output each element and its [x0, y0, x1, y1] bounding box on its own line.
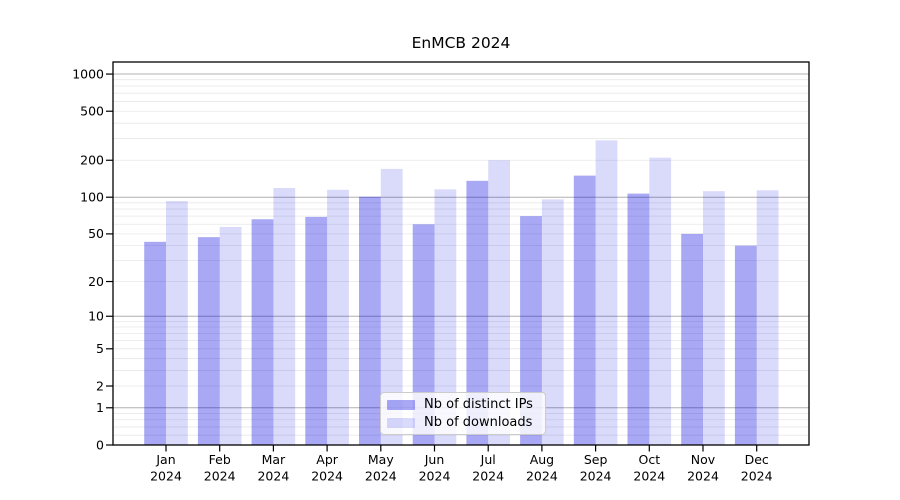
bar-dec-nb-of-downloads [756, 190, 779, 445]
x-tick-label-year: 2024 [472, 469, 504, 484]
y-tick-label: 20 [88, 274, 104, 289]
bar-may-nb-of-distinct-ips [359, 196, 381, 445]
x-tick-label-month: Jan [155, 452, 175, 467]
x-tick-label-year: 2024 [687, 469, 719, 484]
x-tick-label-month: May [368, 452, 394, 467]
legend-item-distinct-ips: Nb of distinct IPs [387, 397, 539, 413]
x-tick-label-month: Nov [691, 452, 716, 467]
x-tick-label-month: Jul [480, 452, 496, 467]
y-tick-label: 1 [96, 400, 104, 415]
bar-jul-nb-of-distinct-ips [466, 180, 489, 445]
bar-feb-nb-of-downloads [219, 226, 242, 445]
x-tick-label-month: Aug [530, 452, 554, 467]
bar-mar-nb-of-downloads [273, 187, 296, 445]
x-tick-label-year: 2024 [150, 469, 182, 484]
bar-jul-nb-of-downloads [488, 160, 510, 445]
x-tick-label-year: 2024 [257, 469, 289, 484]
y-tick-label: 1000 [72, 66, 104, 81]
x-tick-label-year: 2024 [204, 469, 236, 484]
x-tick-label-year: 2024 [311, 469, 343, 484]
legend-swatch-downloads [387, 417, 415, 428]
bar-sep-nb-of-downloads [595, 140, 618, 445]
y-tick-label: 2 [96, 378, 104, 393]
x-tick-label-month: Oct [638, 452, 660, 467]
x-tick-label-year: 2024 [526, 469, 558, 484]
y-tick-label: 10 [88, 309, 104, 324]
bar-nov-nb-of-downloads [703, 191, 725, 445]
bar-feb-nb-of-distinct-ips [197, 237, 220, 445]
legend-label-distinct-ips: Nb of distinct IPs [424, 397, 533, 412]
x-tick-label-month: Mar [262, 452, 286, 467]
x-tick-label-month: Sep [584, 452, 608, 467]
bar-sep-nb-of-distinct-ips [573, 175, 596, 446]
bar-may-nb-of-downloads [380, 168, 403, 446]
y-tick-label: 500 [80, 104, 104, 119]
y-tick-label: 0 [96, 437, 104, 452]
legend-label-downloads: Nb of downloads [424, 415, 533, 430]
bar-jan-nb-of-downloads [166, 201, 188, 445]
x-tick-label-year: 2024 [365, 469, 397, 484]
x-tick-label-year: 2024 [741, 469, 773, 484]
bar-aug-nb-of-distinct-ips [520, 216, 542, 445]
y-tick-label: 5 [96, 341, 104, 356]
y-tick-label: 200 [80, 153, 104, 168]
bar-dec-nb-of-distinct-ips [734, 245, 757, 445]
x-tick-label-year: 2024 [580, 469, 612, 484]
y-tick-label: 100 [80, 190, 104, 205]
x-tick-label-month: Feb [209, 452, 231, 467]
bar-apr-nb-of-downloads [327, 189, 349, 445]
bar-aug-nb-of-downloads [541, 199, 564, 445]
x-tick-label-month: Apr [316, 452, 338, 467]
chart-title: EnMCB 2024 [411, 34, 511, 52]
bar-jan-nb-of-distinct-ips [144, 241, 166, 445]
x-tick-label-month: Dec [745, 452, 769, 467]
bar-jun-nb-of-distinct-ips [412, 224, 435, 445]
plot-border [112, 61, 810, 446]
x-tick-label-year: 2024 [633, 469, 665, 484]
y-tick-label: 50 [88, 226, 104, 241]
bar-mar-nb-of-distinct-ips [251, 219, 274, 445]
bar-jun-nb-of-downloads [434, 189, 457, 445]
bar-nov-nb-of-distinct-ips [681, 233, 703, 445]
legend: Nb of distinct IPs Nb of downloads [380, 392, 546, 435]
bar-oct-nb-of-downloads [649, 157, 672, 445]
bar-oct-nb-of-distinct-ips [627, 193, 650, 445]
legend-item-downloads: Nb of downloads [387, 415, 539, 431]
legend-swatch-distinct-ips [387, 399, 415, 410]
bar-apr-nb-of-distinct-ips [305, 216, 328, 445]
x-tick-label-month: Jun [424, 452, 445, 467]
x-tick-label-year: 2024 [419, 469, 451, 484]
